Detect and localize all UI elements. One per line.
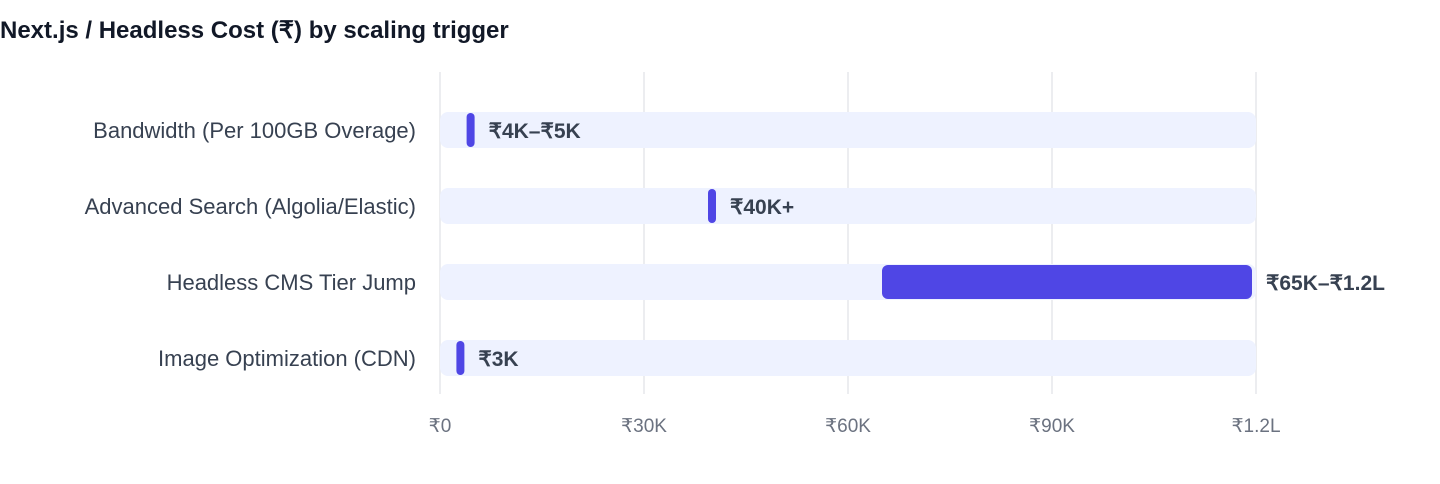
- range-bar: [456, 341, 465, 375]
- bar-track: [440, 112, 1256, 148]
- x-axis-ticks: ₹0 ₹30K ₹60K ₹90K ₹1.2L: [429, 416, 1281, 437]
- range-bar: [882, 265, 1252, 299]
- x-tick-label: ₹1.2L: [1231, 416, 1280, 437]
- bar-value-label: ₹3K: [478, 348, 518, 371]
- category-label: Advanced Search (Algolia/Elastic): [85, 194, 416, 219]
- category-label: Headless CMS Tier Jump: [167, 270, 416, 295]
- data-labels: ₹4K–₹5K ₹40K+ ₹65K–₹1.2L ₹3K: [478, 120, 1385, 371]
- bars: [456, 113, 1252, 375]
- chart-title: Next.js / Headless Cost (₹) by scaling t…: [0, 17, 509, 44]
- x-tick-label: ₹90K: [1029, 416, 1075, 437]
- range-bar: [708, 189, 716, 223]
- x-tick-label: ₹30K: [621, 416, 667, 437]
- category-label: Image Optimization (CDN): [158, 346, 416, 371]
- bar-value-label: ₹40K+: [730, 196, 794, 219]
- x-tick-label: ₹0: [429, 416, 452, 437]
- bar-value-label: ₹65K–₹1.2L: [1266, 272, 1385, 295]
- bar-value-label: ₹4K–₹5K: [489, 120, 581, 143]
- category-label: Bandwidth (Per 100GB Overage): [93, 118, 416, 143]
- bar-track: [440, 188, 1256, 224]
- x-tick-label: ₹60K: [825, 416, 871, 437]
- range-bar: [466, 113, 475, 147]
- bar-track: [440, 340, 1256, 376]
- category-labels: Bandwidth (Per 100GB Overage) Advanced Se…: [85, 118, 416, 371]
